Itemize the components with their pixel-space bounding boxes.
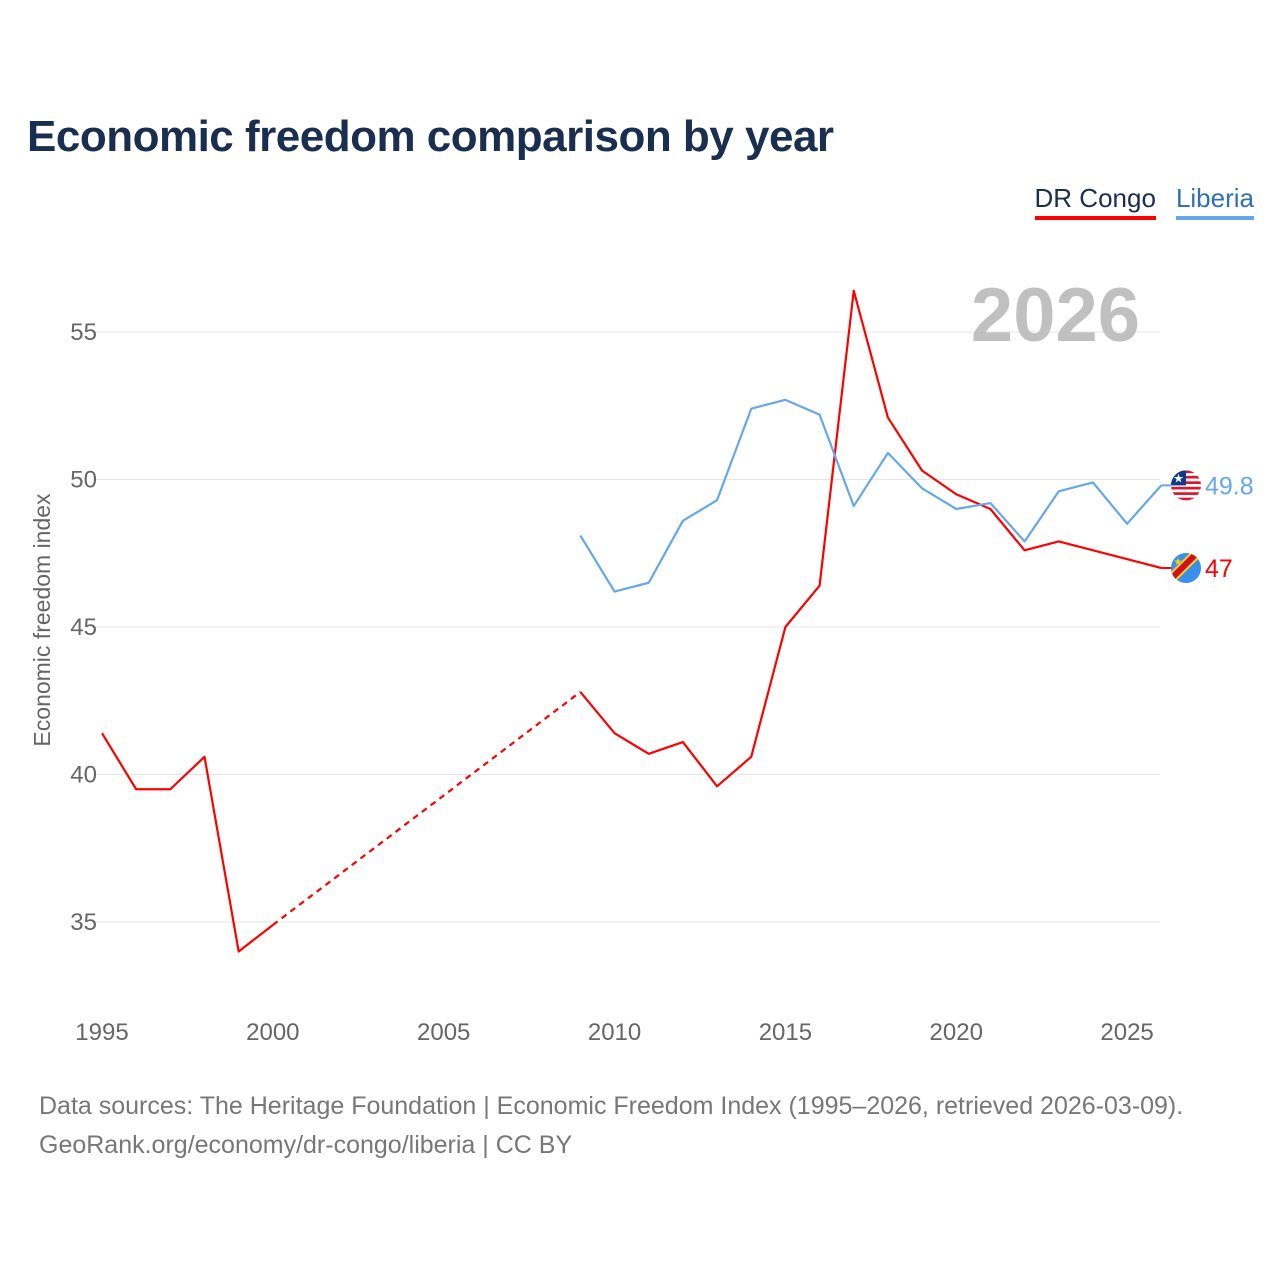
series-gap-dashed — [272, 691, 582, 926]
chart-title: Economic freedom comparison by year — [27, 112, 834, 161]
flag-stripe — [1171, 494, 1201, 498]
series-line-dr-congo — [101, 732, 274, 953]
end-value-label: 49.8 — [1205, 472, 1254, 500]
x-tick-label: 2000 — [246, 1019, 299, 1046]
y-tick-label: 40 — [70, 762, 97, 789]
liberia-flag-icon: ★ — [1171, 470, 1201, 501]
end-value-label: 47 — [1205, 555, 1233, 583]
dr-congo-flag-icon: ★ — [1171, 553, 1201, 583]
series-line-liberia — [579, 398, 1163, 593]
series-line-dr-congo — [579, 289, 1162, 788]
y-tick-label: 50 — [70, 467, 97, 494]
y-axis-label: Economic freedom index — [29, 493, 55, 747]
flag-star: ★ — [1173, 471, 1184, 485]
flag-body: ★ — [1171, 553, 1201, 583]
legend: DR Congo Liberia — [1034, 183, 1254, 220]
flag-body: ★ — [1171, 470, 1201, 501]
source-link[interactable]: GeoRank.org/economy/dr-congo/liberia | C… — [39, 1131, 573, 1159]
y-tick-label: 55 — [70, 319, 97, 346]
flag-star: ★ — [1174, 557, 1183, 568]
year-watermark: 2026 — [971, 273, 1140, 358]
flag-stripe — [1171, 486, 1201, 490]
flag-stripe — [1171, 492, 1201, 496]
flag-stripe — [1171, 489, 1201, 493]
flag-stripe — [1171, 484, 1201, 488]
x-tick-label: 2005 — [417, 1019, 470, 1046]
flag-stripe — [1171, 497, 1201, 501]
footer: Data sources: The Heritage Foundation | … — [39, 1087, 1183, 1165]
y-tick-label: 35 — [70, 909, 97, 936]
x-tick-label: 1995 — [75, 1019, 128, 1046]
legend-liberia[interactable]: Liberia — [1175, 183, 1254, 220]
x-tick-label: 2020 — [930, 1019, 983, 1046]
x-tick-label: 2025 — [1100, 1019, 1153, 1046]
x-tick-label: 2010 — [588, 1019, 641, 1046]
y-tick-label: 45 — [70, 614, 97, 641]
legend-dr-congo[interactable]: DR Congo — [1034, 183, 1156, 220]
x-tick-label: 2015 — [759, 1019, 812, 1046]
data-source: Data sources: The Heritage Foundation | … — [39, 1092, 1184, 1120]
